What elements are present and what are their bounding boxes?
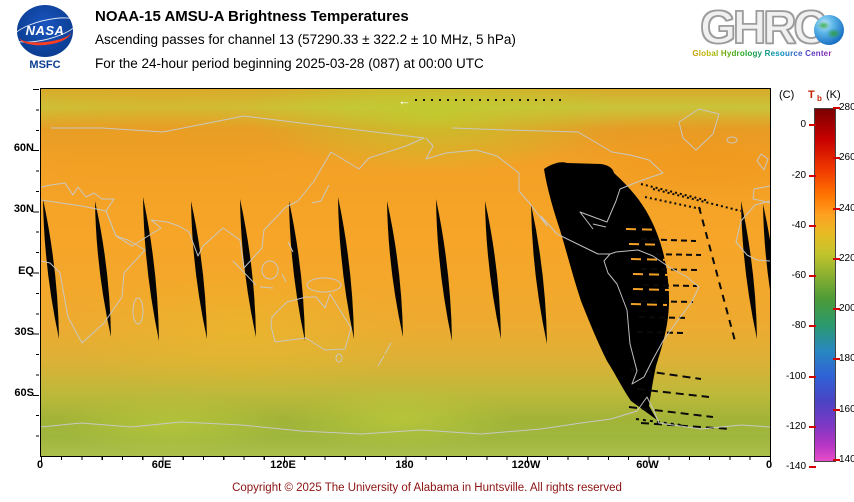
colorbar-celsius-label: 0 [800,119,806,131]
globe-icon [814,15,844,45]
lat-axis-label: EQ [18,264,34,277]
colorbar-kelvin-unit: (K) [826,89,841,101]
track-arrow-icon: ← [398,93,411,108]
nasa-logo: NASA MSFC [13,5,77,71]
colorbar-celsius-label: -120 [785,420,806,432]
colorbar-tick [809,466,816,469]
page-title: NOAA-15 AMSU-A Brightness Temperatures [95,8,409,25]
colorbar-tb-subscript: b [817,94,822,103]
lon-axis-label: 60E [151,459,172,471]
lat-axis-label: 30S [14,325,34,338]
colorbar-kelvin-label: 260 [839,152,854,164]
colorbar-kelvin-label: 220 [839,252,854,264]
colorbar-kelvin-label: 160 [839,403,854,415]
colorbar-kelvin-label: 240 [839,202,854,214]
lon-axis-label: 60W [636,459,659,471]
colorbar-tick [833,207,840,210]
lat-axis-label: 60N [13,142,34,155]
nasa-meatball-icon: NASA [17,5,73,57]
colorbar [814,108,836,462]
ghrc-logo: GHRC Global Hydrology Resource Center [674,1,850,58]
copyright-text: Copyright © 2025 The University of Alaba… [232,482,622,494]
lon-axis-label: 120W [511,459,541,471]
map-overlay: ← [41,93,770,435]
x-axis-ticks [41,457,771,463]
msfc-label: MSFC [29,59,61,71]
colorbar-kelvin-label: 280 [839,102,854,113]
colorbar-tick [809,375,816,378]
x-major-ticks [41,457,771,463]
lon-axis-label: 120E [270,459,296,471]
data-gap-slivers [43,197,770,344]
swath-orange-scanlines [625,228,672,306]
colorbar-tick [809,325,816,328]
colorbar-celsius-label: -140 [785,461,806,473]
colorbar-tick [809,174,816,177]
colorbar-celsius-label: -40 [791,219,806,231]
y-axis-ticks [33,89,39,456]
lon-axis-label: 180 [395,459,414,471]
colorbar-celsius-label: -100 [785,370,806,382]
colorbar-kelvin-label: 180 [839,353,854,365]
lon-axis-label: 0 [36,459,44,471]
ghrc-tagline: Global Hydrology Resource Center [674,49,850,58]
coastlines [41,108,770,435]
lat-axis-label: 60S [14,386,34,399]
colorbar-tick [833,358,840,361]
colorbar-kelvin-label: 200 [839,303,854,315]
colorbar-tb-label: T [808,89,815,101]
colorbar-tick [809,124,816,127]
colorbar-tick [833,107,840,109]
colorbar-celsius-unit: (C) [779,89,795,101]
colorbar-tick [833,408,840,411]
scanline-dash-artifacts [628,183,742,430]
colorbar-celsius-label: -60 [791,270,806,282]
colorbar-tick [833,459,840,461]
lon-axis-label: 0 [765,459,773,471]
satellite-track-annotation: ← [398,93,561,108]
colorbar-tick [809,224,816,227]
brightness-temperature-map: ← [40,88,771,457]
missing-data-swath [544,162,670,420]
y-major-ticks [33,89,39,456]
colorbar-tick [833,157,840,160]
colorbar-tick [833,257,840,260]
colorbar-tick [809,275,816,278]
subtitle-period: For the 24-hour period beginning 2025-03… [95,56,484,71]
colorbar-celsius-label: -80 [791,320,806,332]
ghrc-letters: GHRC [700,1,828,53]
nasa-logo-text: NASA [25,23,65,38]
colorbar-celsius-label: -20 [791,169,806,181]
colorbar-kelvin-label: 140 [839,454,854,465]
subtitle-channel: Ascending passes for channel 13 (57290.3… [95,32,516,47]
colorbar-tick [809,425,816,428]
lat-axis-label: 30N [13,203,34,216]
colorbar-tick [833,308,840,311]
